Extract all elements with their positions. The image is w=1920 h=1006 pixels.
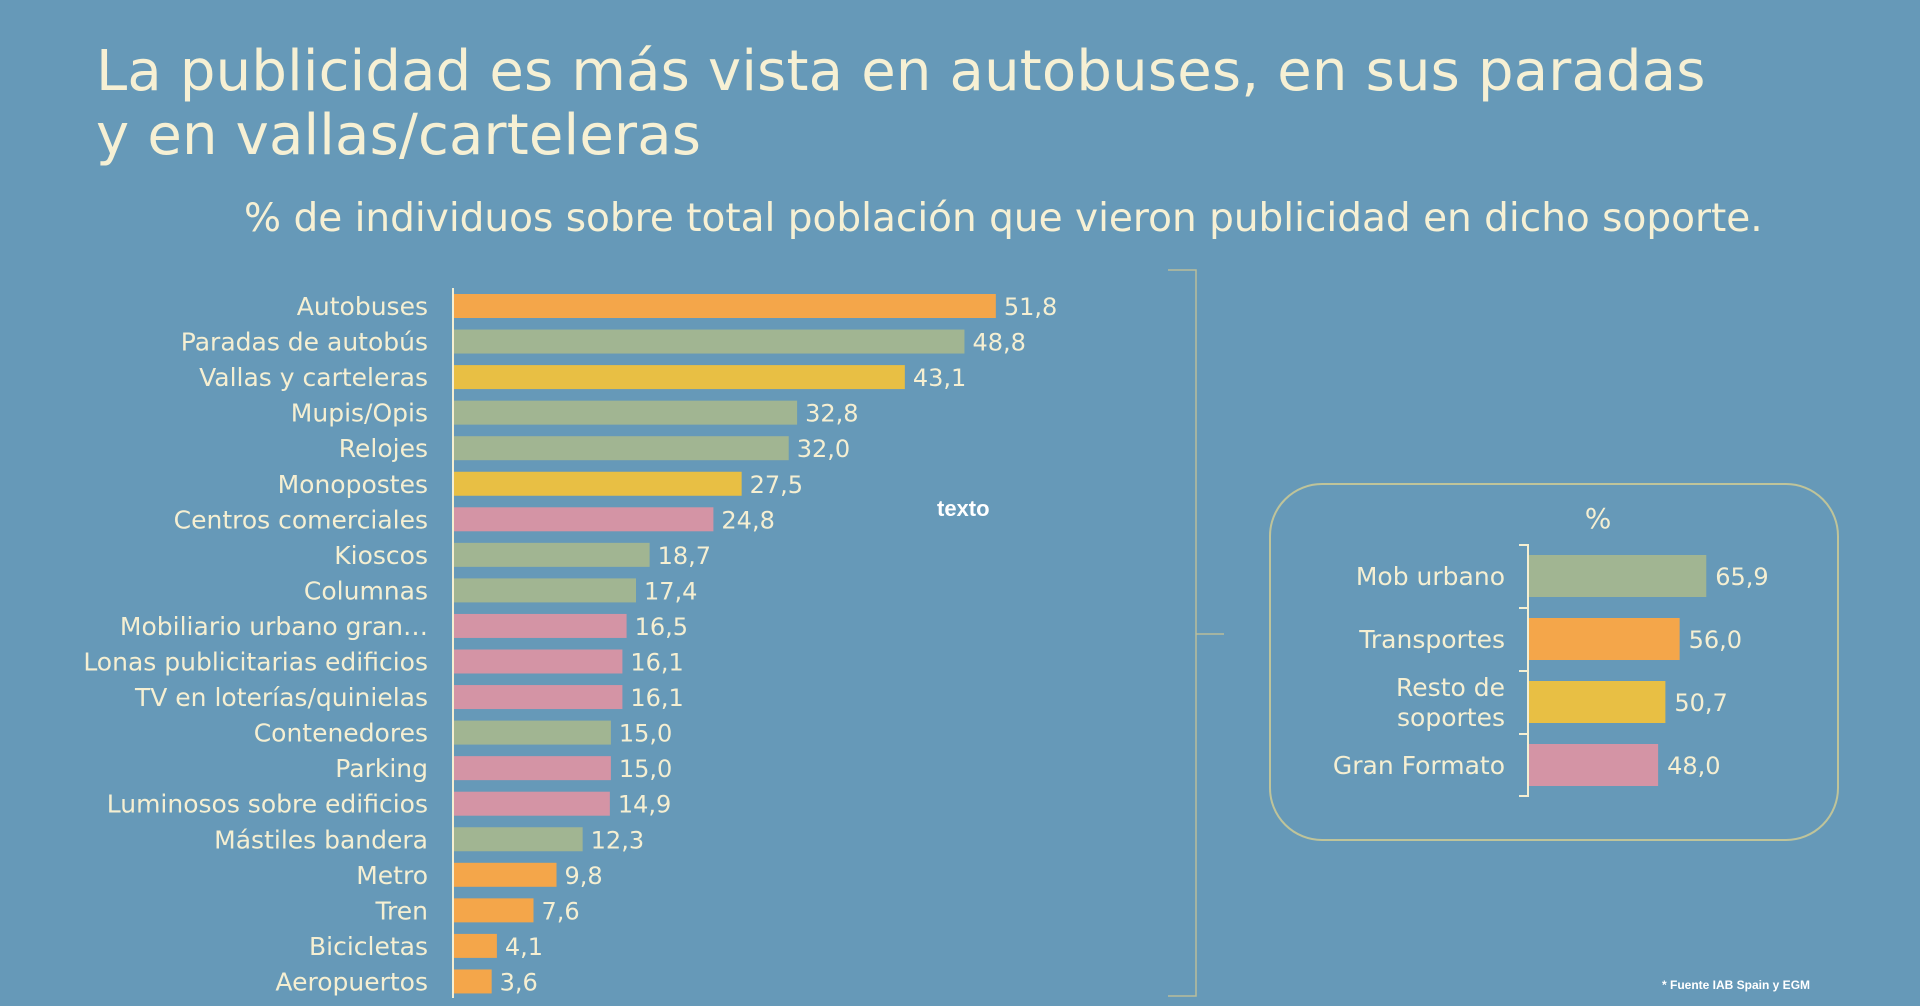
bar <box>1529 744 1659 786</box>
value-label: 43,1 <box>913 364 966 392</box>
value-label: 48,0 <box>1667 752 1720 780</box>
category-label: Aeropuertos <box>275 967 428 996</box>
category-label: Lonas publicitarias edificios <box>83 648 428 677</box>
bar <box>454 365 905 390</box>
page-title: La publicidad es más vista en autobuses,… <box>96 40 1796 168</box>
value-label: 14,9 <box>618 791 671 819</box>
bar <box>1529 681 1666 723</box>
bar <box>454 827 583 852</box>
category-label: Kioscos <box>334 541 428 570</box>
value-label: 16,1 <box>630 649 683 677</box>
chart-subtitle: % de individuos sobre total población qu… <box>244 196 1763 241</box>
category-label: Gran Formato <box>1333 751 1505 780</box>
bar <box>454 685 623 710</box>
category-label: Autobuses <box>297 292 428 321</box>
summary-bar-chart: Mob urbano 65,9 Transportes 56,0 Resto desop… <box>1333 544 1769 797</box>
value-label: 9,8 <box>565 862 603 890</box>
bar <box>454 791 610 816</box>
value-label: 32,0 <box>797 435 850 463</box>
category-label: Mobiliario urbano gran… <box>120 612 428 641</box>
value-label: 15,0 <box>619 755 672 783</box>
bar <box>454 969 492 994</box>
value-label: 56,0 <box>1689 626 1742 654</box>
bar <box>454 756 611 781</box>
bracket-line <box>1168 269 1197 997</box>
category-label: Columnas <box>304 576 428 605</box>
bar <box>454 933 497 958</box>
value-label: 15,0 <box>619 720 672 748</box>
bar <box>454 400 798 425</box>
annotation-text: texto <box>937 496 990 521</box>
value-label: 48,8 <box>972 329 1025 357</box>
summary-panel-title: % <box>1585 502 1612 535</box>
summary-panel: % Mob urbano 65,9 Transportes 56,0 Resto des… <box>1269 483 1839 841</box>
title-line-2: y en vallas/carteleras <box>96 103 702 168</box>
value-label: 17,4 <box>644 577 697 605</box>
category-label: Parking <box>335 754 428 783</box>
value-label: 27,5 <box>750 471 803 499</box>
category-label: Paradas de autobús <box>181 328 428 357</box>
bar <box>454 329 965 354</box>
bar <box>1529 618 1680 660</box>
category-label: Contenedores <box>254 719 428 748</box>
grouping-bracket <box>1168 269 1224 997</box>
value-label: 32,8 <box>805 400 858 428</box>
category-label: TV en loterías/quinielas <box>134 683 428 712</box>
bar <box>454 720 611 745</box>
bar <box>1529 555 1707 597</box>
bar <box>454 898 534 923</box>
category-label: Bicicletas <box>309 932 428 961</box>
value-label: 16,1 <box>630 684 683 712</box>
value-label: 16,5 <box>635 613 688 641</box>
value-label: 18,7 <box>658 542 711 570</box>
category-label: Transportes <box>1358 625 1505 654</box>
bar <box>454 507 714 532</box>
value-label: 50,7 <box>1674 689 1727 717</box>
category-label: Monopostes <box>278 470 428 499</box>
value-label: 12,3 <box>591 826 644 854</box>
bar <box>454 613 627 638</box>
bar <box>454 578 637 603</box>
summary-panel-frame <box>1269 483 1839 841</box>
category-label: Vallas y carteleras <box>199 363 428 392</box>
bar <box>454 542 650 567</box>
title-line-1: La publicidad es más vista en autobuses,… <box>96 39 1706 104</box>
bar <box>454 436 789 461</box>
value-label: 4,1 <box>505 933 543 961</box>
category-label: Metro <box>356 861 428 890</box>
main-bar-chart: Autobuses 51,8 Paradas de autobús 48,8 Valla… <box>83 288 1057 998</box>
bar <box>454 649 623 674</box>
bar <box>454 294 996 318</box>
bar <box>454 862 557 887</box>
value-label: 3,6 <box>500 968 538 996</box>
category-label: Mob urbano <box>1356 562 1505 591</box>
category-label: Centros comerciales <box>174 505 428 534</box>
bar <box>454 471 742 496</box>
category-label: Mupis/Opis <box>291 399 428 428</box>
category-label: soportes <box>1397 703 1505 732</box>
category-label: Mástiles bandera <box>214 825 428 854</box>
value-label: 51,8 <box>1004 293 1057 321</box>
source-note: * Fuente IAB Spain y EGM <box>1662 978 1811 992</box>
value-label: 65,9 <box>1715 563 1768 591</box>
value-label: 24,8 <box>721 506 774 534</box>
value-label: 7,6 <box>541 897 579 925</box>
category-label: Luminosos sobre edificios <box>107 790 428 819</box>
category-label: Tren <box>374 896 428 925</box>
category-label: Resto de <box>1396 673 1505 702</box>
category-label: Relojes <box>339 434 428 463</box>
